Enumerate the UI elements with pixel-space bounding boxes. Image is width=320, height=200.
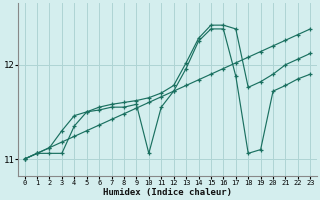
X-axis label: Humidex (Indice chaleur): Humidex (Indice chaleur)	[103, 188, 232, 197]
